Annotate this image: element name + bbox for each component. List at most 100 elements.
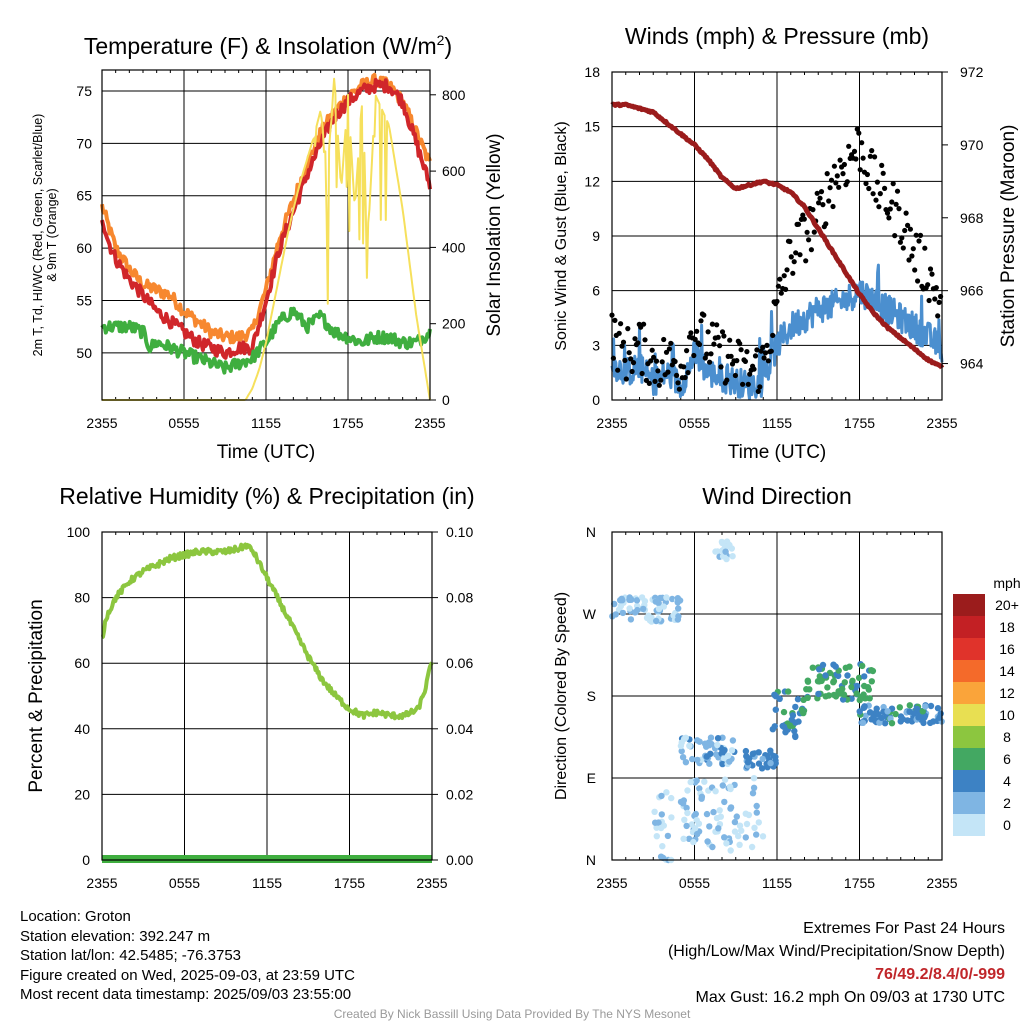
direction-marker (922, 703, 929, 710)
gust-marker (800, 212, 806, 218)
direction-marker (687, 778, 694, 786)
legend-label: 20+ (995, 597, 1019, 613)
gust-marker (681, 364, 687, 370)
legend-swatch (953, 594, 985, 616)
legend-label: 6 (1003, 751, 1011, 767)
direction-marker (848, 683, 855, 691)
x-tick-label: 1755 (844, 415, 875, 431)
elevation-text: Station elevation: 392.247 m (20, 927, 211, 945)
gust-marker (705, 329, 711, 335)
gust-marker (648, 358, 654, 364)
direction-marker (861, 703, 868, 710)
x-tick-label: 1155 (251, 415, 281, 431)
legend-label: 14 (999, 663, 1015, 679)
gust-marker (791, 259, 797, 265)
gust-marker (787, 238, 793, 245)
direction-marker (779, 722, 786, 730)
direction-marker (698, 793, 706, 800)
gust-marker (692, 336, 698, 342)
direction-marker (748, 843, 756, 851)
gust-marker (622, 357, 628, 363)
direction-marker (669, 595, 676, 603)
legend-swatch (953, 814, 985, 836)
gust-marker (612, 317, 618, 323)
direction-marker (722, 548, 729, 555)
direction-marker (853, 682, 861, 690)
direction-marker (678, 747, 685, 755)
direction-marker (736, 841, 743, 848)
direction-marker (703, 753, 710, 760)
direction-marker (693, 830, 701, 838)
gust-marker (887, 206, 893, 212)
gust-marker (837, 157, 843, 163)
gust-marker (711, 341, 717, 347)
gust-marker (926, 297, 932, 304)
y2-tick-label: 0.02 (446, 786, 473, 802)
series-line-sonic-wind (610, 263, 944, 401)
gust-marker (840, 171, 846, 177)
gust-marker (625, 326, 631, 332)
x-tick-label: 1155 (252, 875, 282, 891)
gust-marker (734, 358, 740, 364)
direction-marker (735, 832, 742, 840)
direction-marker (668, 814, 675, 821)
direction-marker (657, 853, 665, 860)
direction-marker (844, 672, 851, 679)
gust-marker (696, 341, 703, 348)
gust-marker (737, 341, 743, 347)
direction-marker (936, 714, 943, 721)
direction-marker (840, 691, 848, 698)
direction-marker (723, 555, 730, 563)
direction-marker (919, 708, 926, 715)
x-tick-label: 2355 (86, 415, 117, 431)
direction-marker (716, 807, 723, 814)
gust-marker (874, 179, 881, 185)
y2-tick-label: 0.06 (446, 655, 473, 671)
x-tick-label: 2355 (416, 875, 447, 891)
gust-marker (867, 153, 873, 159)
direction-marker (859, 662, 866, 670)
y-axis-label: 2m T, Td, HI/WC (Red, Green, Scarlet/Blu… (31, 114, 45, 357)
gust-marker (768, 348, 774, 354)
direction-marker (733, 813, 740, 820)
direction-marker (721, 834, 728, 841)
direction-marker (648, 618, 655, 625)
direction-marker (708, 740, 715, 748)
gust-marker (864, 171, 871, 178)
extremes-panel: Extremes For Past 24 Hours (High/Low/Max… (668, 917, 1005, 1009)
gust-marker (833, 180, 839, 186)
gust-marker (701, 312, 707, 318)
direction-marker (824, 684, 831, 691)
y2-tick-label: 600 (442, 163, 466, 179)
y-tick-label: E (587, 770, 596, 786)
gust-marker (709, 321, 716, 327)
direction-marker (694, 756, 701, 764)
x-tick-label: 0555 (168, 415, 199, 431)
gust-marker (870, 191, 876, 197)
legend-swatch (953, 660, 985, 682)
gust-marker (717, 343, 723, 349)
direction-marker (794, 696, 802, 703)
direction-marker (876, 719, 883, 726)
direction-marker (791, 727, 798, 735)
gust-marker (727, 337, 733, 343)
gust-marker (915, 278, 921, 284)
x-tick-label: 2355 (596, 875, 627, 891)
gust-marker (929, 271, 935, 277)
direction-marker (731, 828, 739, 835)
gust-marker (906, 257, 912, 263)
gust-marker (655, 368, 661, 374)
direction-marker (749, 790, 757, 797)
direction-marker (749, 750, 757, 757)
y-tick-label: 55 (76, 292, 92, 308)
gust-marker (810, 207, 816, 213)
direction-marker (906, 708, 913, 715)
gust-marker (774, 298, 780, 304)
gust-marker (935, 313, 941, 319)
x-tick-label: 2355 (414, 415, 445, 431)
direction-marker (651, 808, 658, 815)
gust-marker (816, 200, 822, 206)
gust-marker (905, 222, 911, 228)
direction-marker (688, 821, 695, 828)
plot-frame (101, 69, 431, 401)
